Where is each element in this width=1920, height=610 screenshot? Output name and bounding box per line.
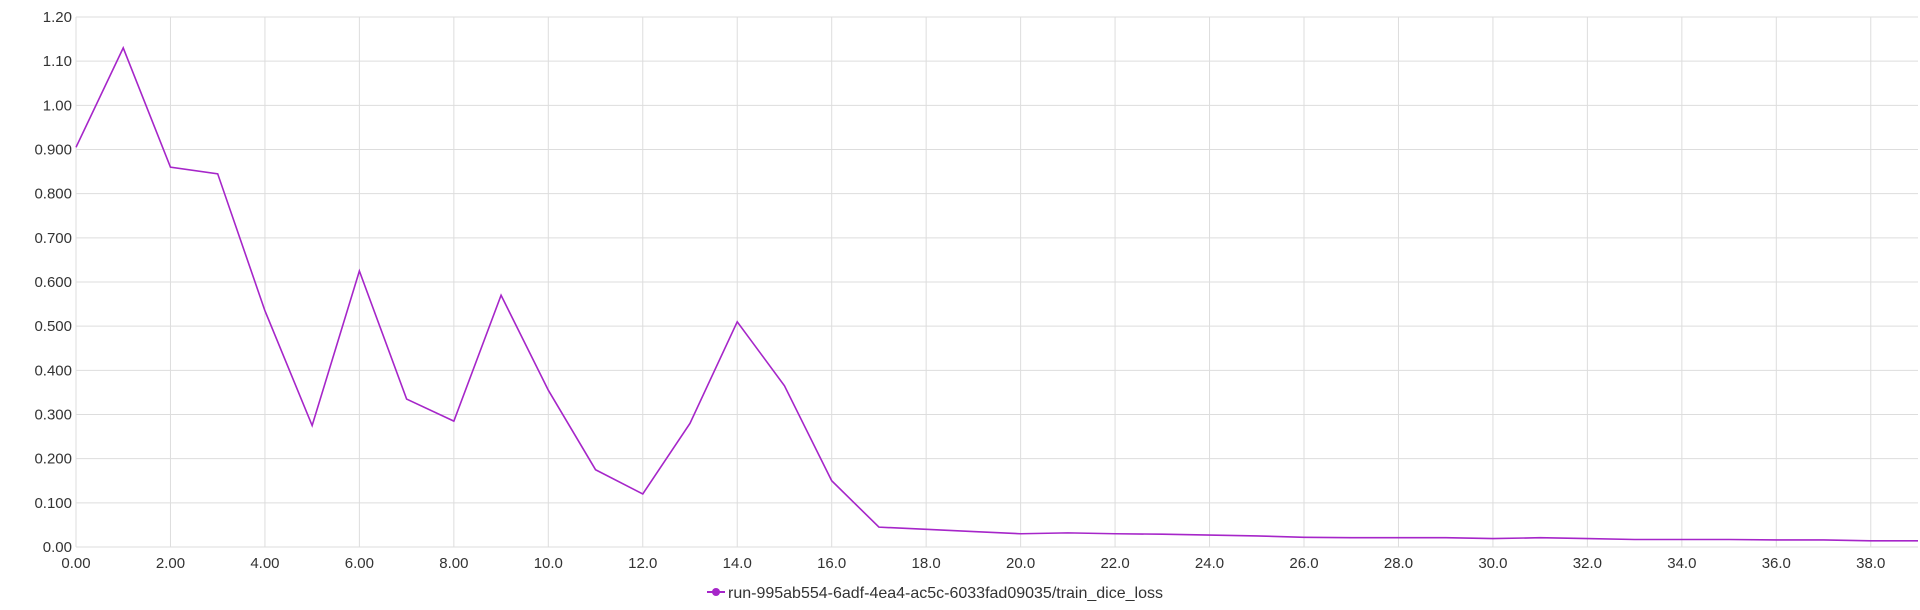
x-tick-label: 0.00 [61,555,90,572]
x-tick-label: 28.0 [1384,555,1413,572]
x-tick-label: 30.0 [1478,555,1507,572]
x-tick-label: 12.0 [628,555,657,572]
x-tick-label: 16.0 [817,555,846,572]
x-tick-label: 18.0 [912,555,941,572]
y-tick-label: 0.100 [34,495,72,512]
y-axis: 0.00 0.100 0.200 0.300 0.400 0.500 0.600 0.700 0… [34,9,72,556]
legend-marker-icon [712,588,720,596]
y-tick-label: 1.10 [43,53,72,70]
x-tick-label: 6.00 [345,555,374,572]
x-tick-label: 4.00 [250,555,279,572]
x-tick-label: 32.0 [1573,555,1602,572]
x-tick-label: 26.0 [1289,555,1318,572]
y-tick-label: 0.900 [34,142,72,159]
y-tick-label: 0.800 [34,186,72,203]
y-tick-label: 0.200 [34,451,72,468]
series-group [75,45,1918,542]
y-tick-label: 0.700 [34,230,72,247]
x-tick-label: 14.0 [723,555,752,572]
x-tick-label: 36.0 [1762,555,1791,572]
x-tick-label: 34.0 [1667,555,1696,572]
y-tick-label: 0.500 [34,318,72,335]
x-tick-label: 24.0 [1195,555,1224,572]
legend[interactable]: run-995ab554-6adf-4ea4-ac5c-6033fad09035… [707,585,1163,602]
x-tick-label: 2.00 [156,555,185,572]
series-line [75,45,1918,542]
legend-label: run-995ab554-6adf-4ea4-ac5c-6033fad09035… [728,585,1163,602]
legend-item[interactable]: run-995ab554-6adf-4ea4-ac5c-6033fad09035… [707,585,1163,602]
y-tick-label: 0.300 [34,407,72,424]
y-tick-label: 1.20 [43,9,72,26]
x-tick-label: 22.0 [1100,555,1129,572]
x-tick-label: 10.0 [534,555,563,572]
x-tick-label: 20.0 [1006,555,1035,572]
grid-lines [75,16,1918,548]
x-tick-label: 38.0 [1856,555,1885,572]
x-axis: 0.00 2.00 4.00 6.00 8.00 10.0 12.0 14.0 16.0 18.0… [61,555,1885,572]
y-tick-label: 0.400 [34,362,72,379]
y-tick-label: 0.00 [43,539,72,556]
y-tick-label: 1.00 [43,97,72,114]
y-tick-label: 0.600 [34,274,72,291]
x-tick-label: 8.00 [439,555,468,572]
